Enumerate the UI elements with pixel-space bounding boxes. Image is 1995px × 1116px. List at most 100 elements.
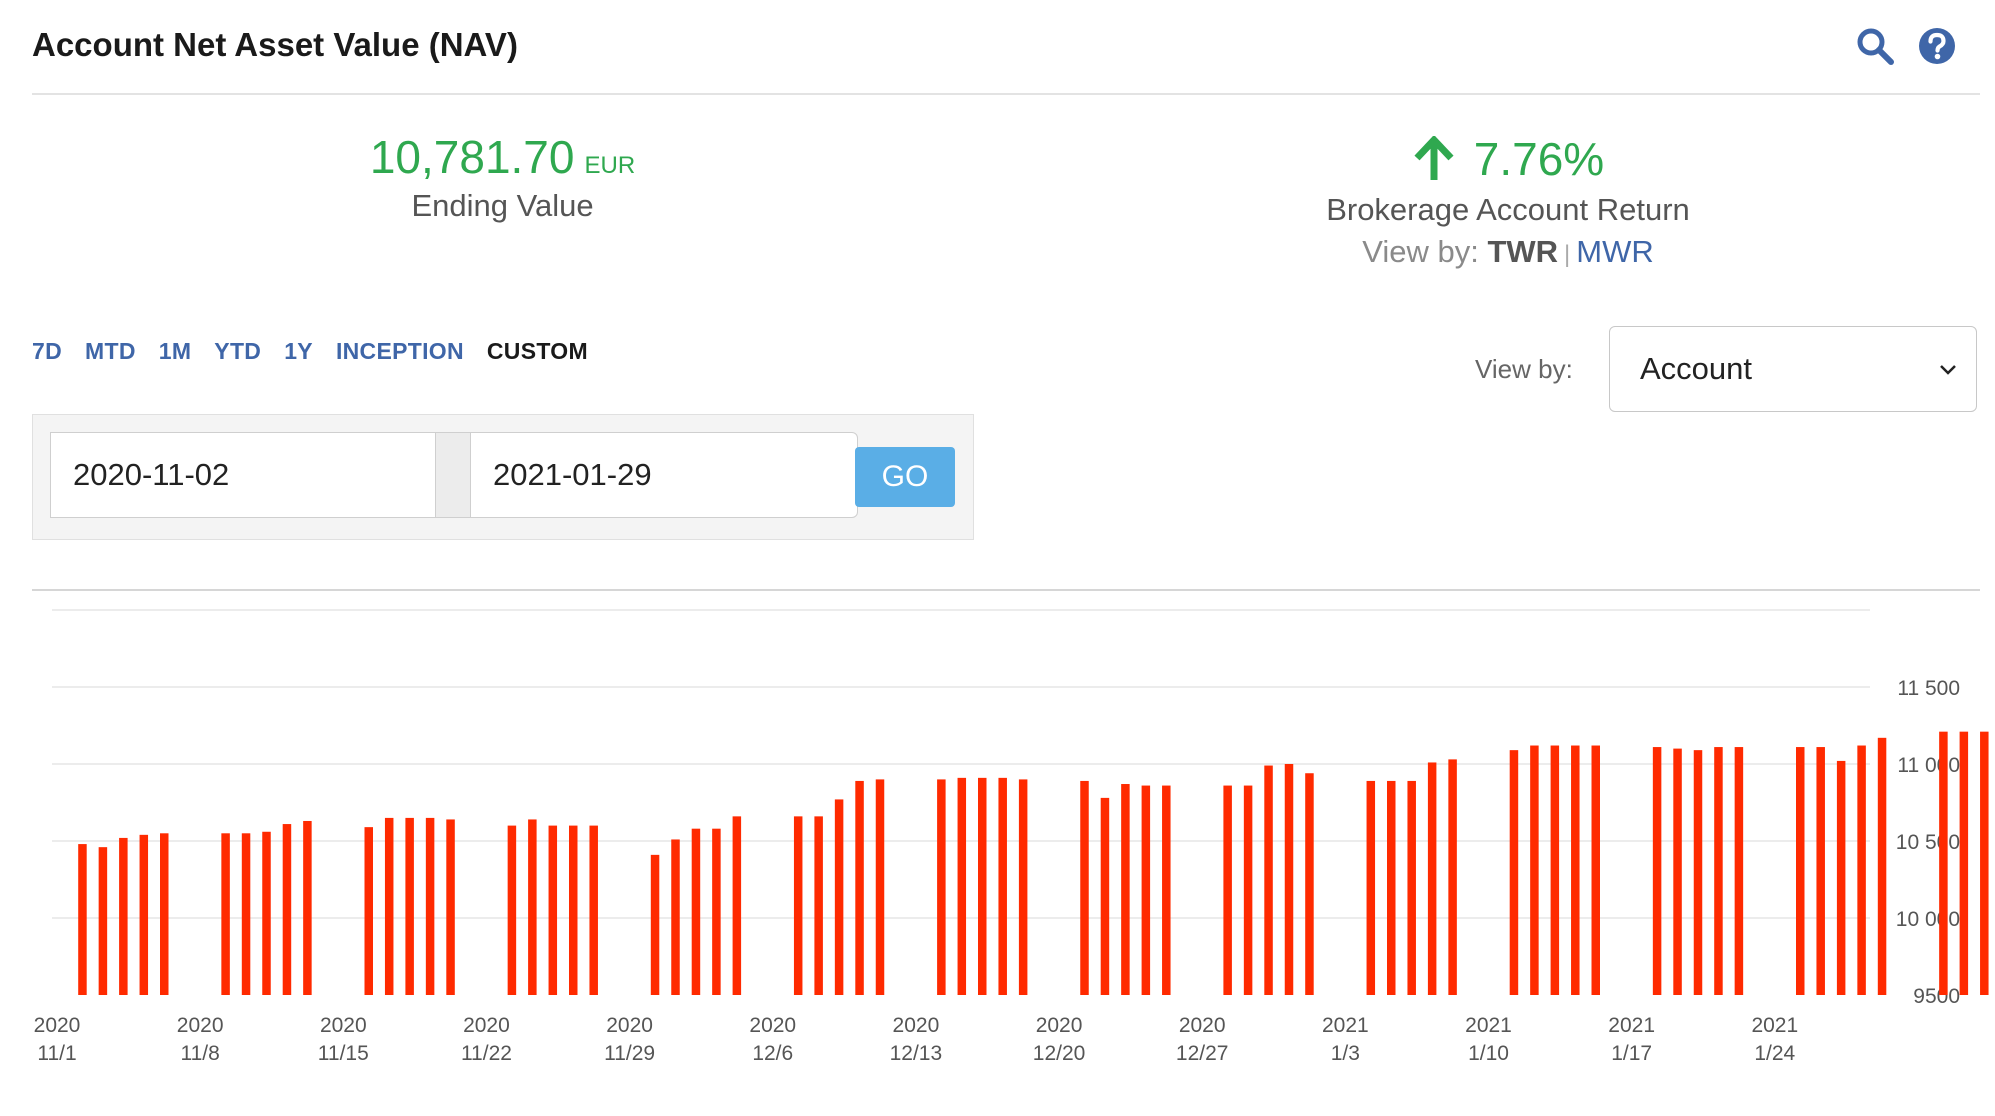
option-separator: | xyxy=(1564,241,1571,268)
x-tick-label-date: 1/10 xyxy=(1468,1042,1509,1065)
mwr-link[interactable]: MWR xyxy=(1576,234,1654,269)
bar xyxy=(1223,785,1232,995)
bar xyxy=(855,780,864,995)
bar xyxy=(1121,784,1130,995)
bar xyxy=(139,834,149,995)
bar xyxy=(1305,773,1314,995)
bar xyxy=(712,828,721,995)
x-tick-label-date: 1/24 xyxy=(1754,1042,1795,1065)
x-tick-label-year: 2020 xyxy=(463,1014,510,1037)
y-tick-label: 11 500 xyxy=(1897,677,1960,700)
bar xyxy=(364,827,373,995)
bar xyxy=(1100,797,1110,995)
bar xyxy=(1939,731,1948,995)
x-tick-label-date: 1/3 xyxy=(1331,1042,1360,1065)
x-tick-label-year: 2021 xyxy=(1465,1014,1512,1037)
bar xyxy=(1980,731,1989,995)
range-inception[interactable]: INCEPTION xyxy=(335,338,464,364)
ending-currency: EUR xyxy=(584,152,636,179)
bar xyxy=(282,824,292,995)
bar xyxy=(1571,745,1580,995)
chevron-down-icon xyxy=(1940,365,1956,375)
bar xyxy=(98,847,108,995)
bar xyxy=(1264,765,1273,995)
bar xyxy=(507,825,517,995)
bar xyxy=(1448,759,1457,995)
bar xyxy=(1427,762,1437,995)
x-tick-label-date: 1/17 xyxy=(1611,1042,1652,1065)
return-label: Brokerage Account Return xyxy=(1326,192,1690,227)
bar xyxy=(691,828,701,995)
go-button[interactable]: GO xyxy=(855,447,955,507)
bar xyxy=(834,799,844,995)
y-tick-label: 11 000 xyxy=(1897,754,1960,777)
return-view-by: View by: TWR | MWR xyxy=(1005,234,1995,270)
bar xyxy=(1080,780,1089,995)
chart-divider xyxy=(32,589,1980,591)
bar xyxy=(78,844,87,995)
bar xyxy=(732,816,742,995)
ending-value-block: 10,781.70 EUR Ending Value xyxy=(0,130,1005,224)
x-tick-label-date: 11/22 xyxy=(461,1042,512,1065)
bar xyxy=(1836,760,1846,995)
bar xyxy=(1530,745,1539,995)
bar xyxy=(671,839,680,995)
x-tick-label-year: 2021 xyxy=(1751,1014,1798,1037)
view-by-selected: Account xyxy=(1640,351,1753,386)
date-separator xyxy=(436,432,470,518)
bar xyxy=(875,779,885,995)
bar xyxy=(1816,747,1825,995)
x-tick-label-date: 11/8 xyxy=(180,1042,219,1065)
page-title: Account Net Asset Value (NAV) xyxy=(32,26,518,63)
bar xyxy=(1243,785,1253,995)
range-1y[interactable]: 1Y xyxy=(284,338,313,364)
view-by-label: View by: xyxy=(1475,354,1573,384)
x-tick-label-date: 11/1 xyxy=(37,1042,76,1065)
range-ytd[interactable]: YTD xyxy=(214,338,262,364)
twr-option[interactable]: TWR xyxy=(1487,234,1559,269)
bar xyxy=(1796,747,1805,995)
y-tick-label: 9500 xyxy=(1913,985,1960,1008)
x-tick-label-date: 12/13 xyxy=(890,1042,943,1065)
x-tick-label-year: 2020 xyxy=(749,1014,796,1037)
x-tick-label-year: 2021 xyxy=(1608,1014,1655,1037)
bar xyxy=(548,825,558,995)
end-date-input[interactable]: 2021-01-29 xyxy=(470,432,858,518)
bar xyxy=(814,816,823,995)
x-tick-label-year: 2021 xyxy=(1322,1014,1369,1037)
y-tick-label: 10 000 xyxy=(1896,908,1960,931)
bar xyxy=(303,820,312,995)
arrow-up-icon xyxy=(1414,136,1454,180)
range-custom[interactable]: CUSTOM xyxy=(486,338,588,364)
x-tick-label-year: 2020 xyxy=(320,1014,367,1037)
bar xyxy=(160,833,169,995)
bar xyxy=(1714,747,1723,995)
help-icon[interactable] xyxy=(1917,26,1957,66)
view-by-select[interactable]: Account xyxy=(1609,326,1977,412)
range-mtd[interactable]: MTD xyxy=(85,338,136,364)
bar xyxy=(1407,780,1416,995)
bar xyxy=(384,817,394,995)
x-tick-label-date: 12/6 xyxy=(752,1042,793,1065)
range-1m[interactable]: 1M xyxy=(158,338,192,364)
bar xyxy=(793,816,803,995)
bar xyxy=(1673,748,1682,995)
bar xyxy=(957,777,967,995)
return-value: 7.76% xyxy=(1473,133,1605,185)
nav-bar-chart: 9500 10 000 10 500 11 000 11 500 2020 11/1 2020… xyxy=(34,609,1989,1065)
bar xyxy=(1162,785,1171,995)
header-actions xyxy=(1855,26,1957,66)
bar xyxy=(978,777,987,995)
bar xyxy=(1366,780,1376,995)
start-date-input[interactable]: 2020-11-02 xyxy=(50,432,436,518)
range-tabs: 7D MTD 1M YTD 1Y INCEPTION CUSTOM xyxy=(32,338,588,365)
search-icon[interactable] xyxy=(1855,26,1895,66)
bar xyxy=(1284,764,1294,995)
return-block: 7.76% Brokerage Account Return View by: … xyxy=(1005,132,1995,270)
x-tick-label-date: 11/29 xyxy=(604,1042,655,1065)
return-view-by-label: View by: xyxy=(1362,234,1479,269)
x-tick-label-year: 2020 xyxy=(893,1014,940,1037)
bar xyxy=(1734,747,1744,995)
bar xyxy=(1877,737,1887,995)
range-7d[interactable]: 7D xyxy=(32,338,63,364)
